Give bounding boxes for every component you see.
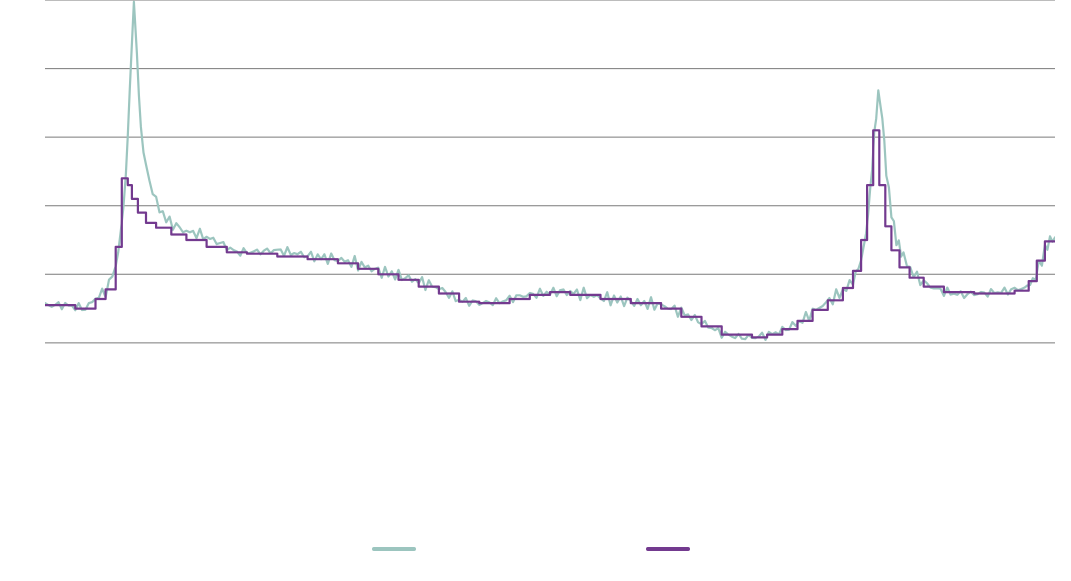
- legend-item-series-a: [372, 547, 426, 551]
- legend-swatch-series-a: [372, 547, 416, 551]
- chart-svg: [0, 0, 1071, 581]
- legend-item-series-b: [646, 547, 700, 551]
- legend-swatch-series-b: [646, 547, 690, 551]
- line-chart: [0, 0, 1071, 581]
- series-line-series-a: [45, 2, 1055, 340]
- legend: [0, 547, 1071, 551]
- series-line-series-b: [45, 130, 1055, 337]
